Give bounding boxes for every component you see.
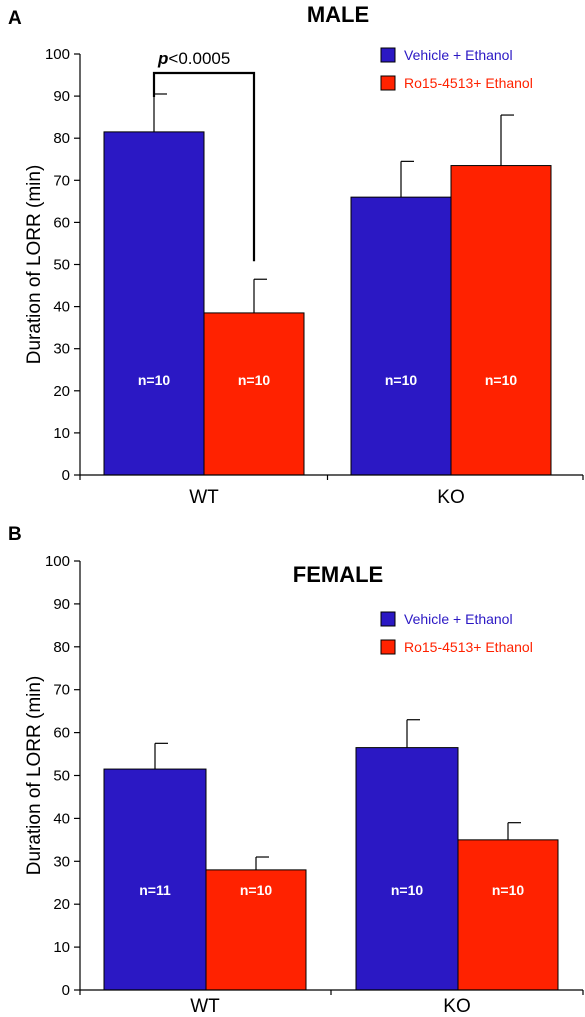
bar (450, 165, 552, 476)
bar (350, 196, 452, 476)
y-tick-label: 20 (53, 383, 70, 400)
bar (103, 768, 207, 991)
y-tick-label: 40 (53, 810, 70, 827)
legend-label: Vehicle + Ethanol (404, 611, 513, 627)
n-label: n=10 (485, 372, 518, 388)
y-tick-label: 50 (53, 257, 70, 274)
panel-letter: A (8, 8, 22, 29)
y-tick-label: 20 (53, 896, 70, 913)
y-tick-label: 30 (53, 341, 70, 358)
legend-label: Ro15-4513+ Ethanol (404, 75, 533, 91)
y-tick-label: 100 (45, 46, 70, 63)
legend-swatch (380, 75, 396, 91)
n-label: n=11 (139, 882, 171, 898)
y-tick-label: 90 (53, 88, 70, 105)
bar (355, 747, 459, 991)
n-label: n=10 (138, 372, 171, 388)
y-axis-label: Duration of LORR (min) (24, 165, 45, 365)
y-tick-label: 10 (53, 939, 70, 956)
n-label: n=10 (385, 372, 418, 388)
legend-swatch (380, 611, 396, 627)
bar (457, 839, 559, 991)
p-value-label: p<0.0005 (157, 49, 230, 68)
chart-title: FEMALE (293, 562, 383, 587)
n-label: n=10 (238, 372, 271, 388)
category-label: WT (189, 487, 219, 508)
legend-swatch (380, 47, 396, 63)
y-tick-label: 80 (53, 130, 70, 147)
category-label: KO (437, 487, 464, 508)
legend-swatch (380, 639, 396, 655)
chart-title: MALE (307, 2, 369, 27)
n-label: n=10 (240, 882, 273, 898)
category-label: KO (443, 996, 470, 1017)
n-label: n=10 (492, 882, 525, 898)
y-tick-label: 100 (45, 553, 70, 570)
y-tick-label: 70 (53, 682, 70, 699)
bar (103, 131, 205, 476)
y-tick-label: 50 (53, 768, 70, 785)
y-tick-label: 80 (53, 639, 70, 656)
y-tick-label: 60 (53, 725, 70, 742)
y-axis-label: Duration of LORR (min) (24, 676, 45, 876)
y-tick-label: 10 (53, 425, 70, 442)
significance-bracket (152, 71, 256, 262)
category-label: WT (190, 996, 220, 1017)
y-tick-label: 60 (53, 214, 70, 231)
y-tick-label: 90 (53, 596, 70, 613)
y-tick-label: 0 (62, 467, 70, 484)
legend-label: Ro15-4513+ Ethanol (404, 639, 533, 655)
legend-label: Vehicle + Ethanol (404, 47, 513, 63)
panel-letter: B (8, 524, 22, 545)
y-tick-label: 40 (53, 299, 70, 316)
bar (203, 312, 305, 476)
bar (205, 869, 307, 991)
y-tick-label: 30 (53, 853, 70, 870)
n-label: n=10 (391, 882, 424, 898)
y-tick-label: 70 (53, 172, 70, 189)
y-tick-label: 0 (62, 982, 70, 999)
